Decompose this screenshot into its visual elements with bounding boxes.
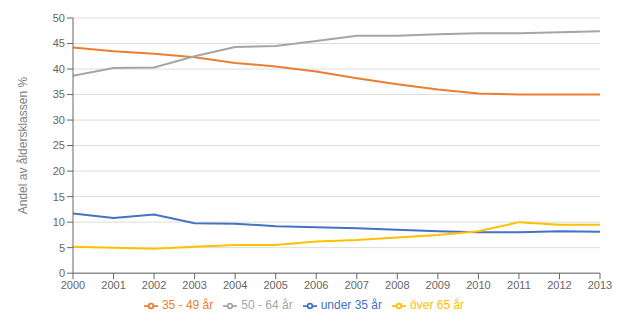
svg-text:2001: 2001	[101, 279, 125, 291]
html-text:50 - 64 år: 50 - 64 år	[241, 298, 293, 313]
svg-text:2006: 2006	[304, 279, 328, 291]
svg-text:2004: 2004	[223, 279, 247, 291]
svg-text:2003: 2003	[182, 279, 206, 291]
svg-text:10: 10	[53, 216, 65, 228]
svg-text:15: 15	[53, 191, 65, 203]
svg-text:2002: 2002	[142, 279, 166, 291]
html-text:under 35 år: under 35 år	[320, 298, 382, 313]
svg-text:2013: 2013	[588, 279, 612, 291]
svg-text:2011: 2011	[507, 279, 531, 291]
svg-text:2007: 2007	[345, 279, 369, 291]
html-text:35 - 49 år: 35 - 49 år	[161, 298, 214, 313]
svg-text:2012: 2012	[547, 279, 571, 291]
svg-text:50: 50	[53, 12, 65, 24]
svg-text:20: 20	[53, 165, 65, 177]
svg-text:25: 25	[53, 139, 65, 151]
svg-text:35: 35	[53, 88, 65, 100]
svg-text:2000: 2000	[61, 279, 85, 291]
svg-text:5: 5	[59, 242, 65, 254]
html-text:över 65 år: över 65 år	[410, 298, 465, 313]
svg-text:Andel av åldersklassen %: Andel av åldersklassen %	[16, 77, 30, 215]
svg-text:2010: 2010	[466, 279, 490, 291]
svg-text:40: 40	[53, 63, 65, 75]
svg-text:0: 0	[59, 267, 65, 279]
svg-text:2008: 2008	[385, 279, 409, 291]
svg-text:2009: 2009	[426, 279, 450, 291]
svg-text:2005: 2005	[263, 279, 287, 291]
svg-text:45: 45	[53, 37, 65, 49]
svg-text:30: 30	[53, 114, 65, 126]
